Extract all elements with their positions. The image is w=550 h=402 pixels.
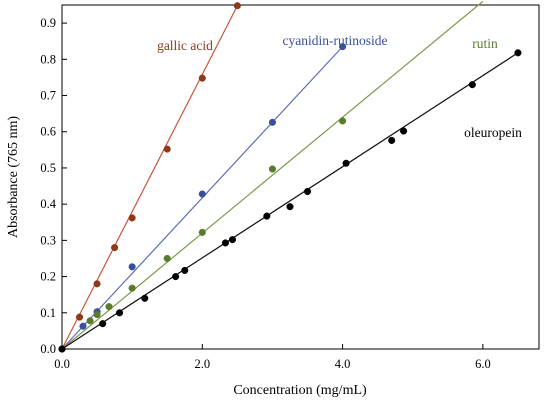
rutin-point [198,228,206,236]
rutin-point [93,311,101,319]
rutin-fit-line [61,0,484,350]
rutin-point [339,117,347,125]
y-tick-label: 0.6 [40,125,56,139]
oleuropein-point [99,320,107,328]
cyanidin-rutinoside-point [198,190,206,198]
y-tick-label: 0.4 [40,197,56,211]
rutin-point [268,165,276,173]
rutin-point [86,317,94,325]
x-tick-label: 0.0 [54,357,70,371]
y-tick-label: 0.3 [40,233,56,247]
cyanidin-rutinoside-fit-line [61,46,344,350]
x-axis-title: Concentration (mg/mL) [233,383,367,398]
cyanidin-rutinoside-point [128,263,136,271]
oleuropein-point [228,236,237,244]
y-axis-title: Absorbance (765 nm) [6,116,21,238]
oleuropein-point [468,81,476,89]
cyanidin-rutinoside-point [79,322,87,330]
y-tick-label: 0.1 [40,306,56,320]
x-tick-label: 2.0 [194,357,210,371]
oleuropein-label: oleuropein [464,125,522,140]
cyanidin-rutinoside-label: cyanidin-rutinoside [283,33,388,48]
cyanidin-rutinoside-point [339,43,347,51]
rutin-label: rutin [472,36,498,51]
oleuropein-point [388,136,396,144]
gallic-acid-point [233,2,241,10]
gallic-acid-point [163,145,171,153]
cyanidin-rutinoside-point [268,118,276,126]
oleuropein-point [342,159,350,167]
rutin-point [105,303,113,311]
oleuropein-point [400,127,408,135]
gallic-acid-point [75,313,84,321]
oleuropein-point [263,212,271,220]
plot-area [61,4,540,350]
rutin-point [163,254,171,263]
oleuropein-point [115,309,124,317]
fit-lines [61,0,519,350]
oleuropein-point [286,203,294,211]
oleuropein-point [181,266,189,274]
axis-ticks: 0.0 0.1 0.2 0.3 0.4 0.5 0.6 0.7 0.8 0.9 0.0 2.0 4.0 6… [40,16,490,371]
gallic-acid-point [93,280,101,288]
gallic-acid-point [111,244,119,252]
plot-frame [61,4,540,350]
y-tick-label: 0.0 [40,342,56,356]
oleuropein-point [58,345,66,353]
rutin-point [128,284,136,292]
oleuropein-fit-line [61,52,519,350]
gallic-acid-point [198,74,206,82]
y-tick-label: 0.2 [40,270,56,284]
series-labels: gallic acid cyanidin-rutinoside rutin oleur… [157,33,522,140]
gallic-acid-fit-line [61,5,238,350]
oleuropein-point [221,239,229,247]
gallic-acid-point [128,214,136,222]
x-tick-label: 4.0 [335,357,351,371]
oleuropein-point [172,273,180,281]
oleuropein-point [141,294,149,302]
data-points [58,2,522,353]
x-tick-label: 6.0 [475,357,491,371]
oleuropein-point [514,49,522,57]
y-tick-label: 0.5 [40,161,56,175]
oleuropein-point [303,187,312,196]
gallic-acid-label: gallic acid [157,38,213,53]
y-tick-label: 0.7 [40,89,56,103]
y-tick-label: 0.9 [40,16,56,30]
y-tick-label: 0.8 [40,52,56,66]
